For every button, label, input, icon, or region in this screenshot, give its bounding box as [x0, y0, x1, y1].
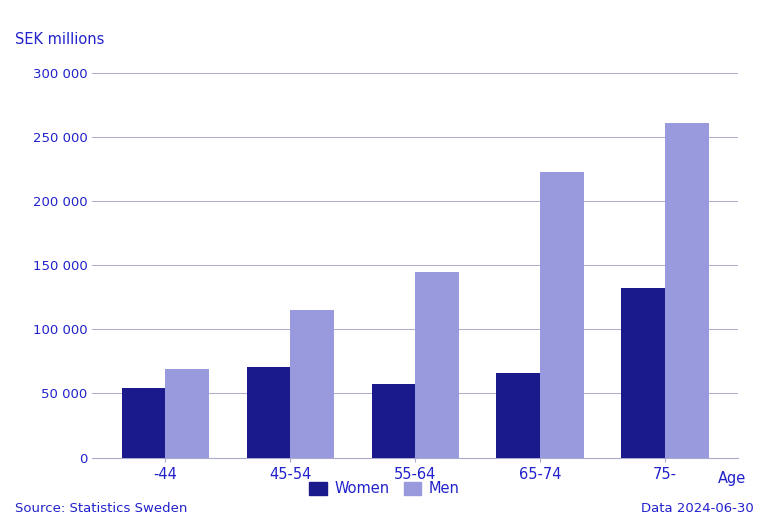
Legend: Women, Men: Women, Men	[304, 476, 465, 502]
Bar	[621, 288, 665, 458]
Bar	[291, 310, 334, 458]
Text: Source: Statistics Sweden: Source: Statistics Sweden	[15, 502, 188, 515]
Bar	[122, 388, 165, 458]
Bar	[247, 367, 291, 458]
Text: Age: Age	[717, 471, 746, 486]
Bar	[371, 384, 415, 458]
Bar	[540, 172, 584, 458]
Text: Data 2024-06-30: Data 2024-06-30	[641, 502, 754, 515]
Bar	[165, 369, 209, 458]
Bar	[497, 373, 540, 458]
Bar	[665, 123, 709, 458]
Text: SEK millions: SEK millions	[15, 32, 105, 47]
Bar	[415, 271, 459, 458]
